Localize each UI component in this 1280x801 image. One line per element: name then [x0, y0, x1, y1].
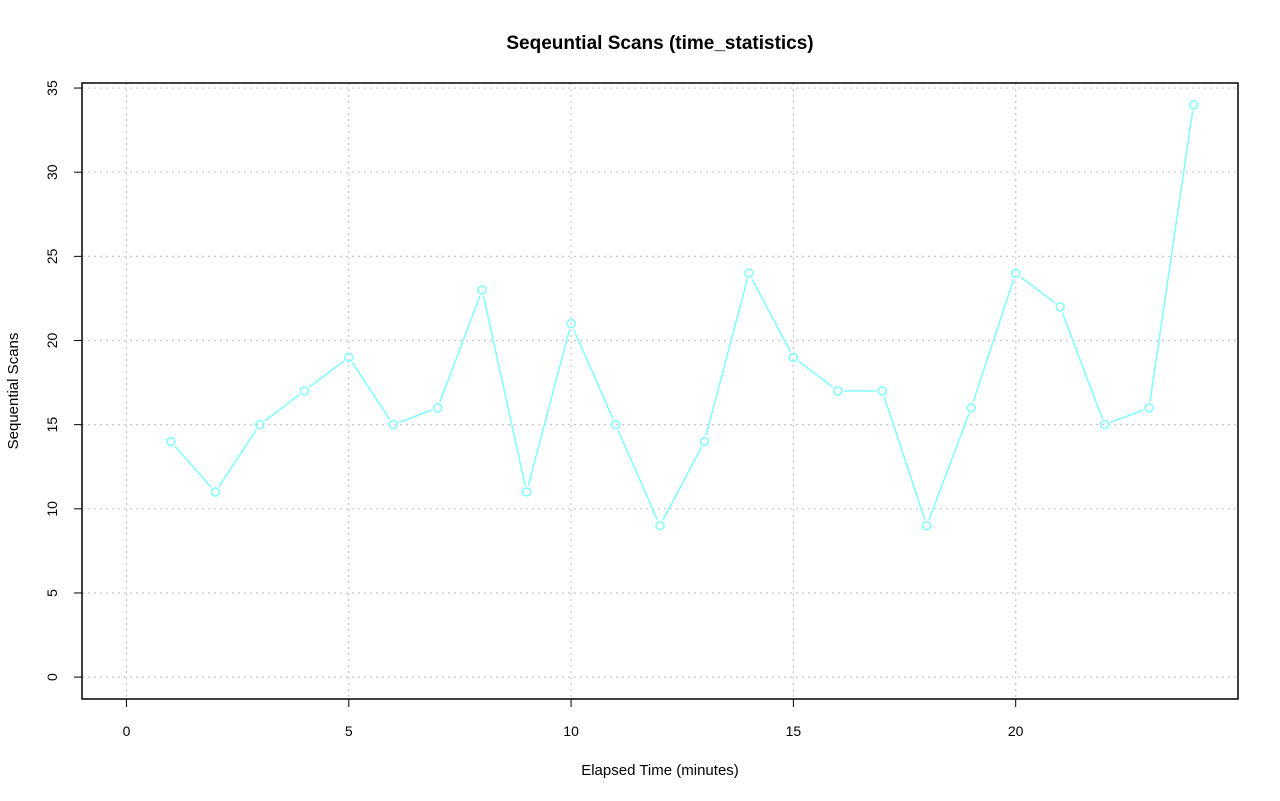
data-point: [566, 318, 576, 329]
series-line-segment: [1020, 276, 1056, 304]
data-point: [299, 386, 310, 396]
series-line-segment: [751, 278, 792, 352]
data-point: [966, 403, 976, 413]
data-point: [344, 352, 354, 363]
data-point: [1055, 302, 1065, 312]
y-tick-label: 25: [44, 248, 60, 264]
series-line-segment: [573, 329, 614, 420]
series-line-segment: [174, 445, 212, 488]
data-point: [521, 487, 532, 497]
series-line-segment: [662, 446, 703, 521]
data-point: [388, 419, 398, 430]
y-axis-label: Sequential Scans: [5, 333, 22, 450]
series-line-segment: [798, 360, 834, 388]
data-point: [655, 520, 665, 531]
series-line-segment: [1061, 312, 1104, 419]
series-line-segment: [1149, 111, 1194, 402]
x-tick-label: 15: [786, 723, 802, 739]
data-point: [1099, 419, 1110, 430]
series-line-segment: [928, 413, 970, 520]
y-tick-label: 35: [44, 80, 60, 96]
y-tick-label: 10: [44, 501, 60, 517]
data-point: [833, 386, 843, 396]
series-line-segment: [972, 279, 1015, 402]
x-axis-label: Elapsed Time (minutes): [581, 762, 739, 779]
series-line-segment: [705, 279, 748, 436]
series-line-segment: [527, 329, 571, 486]
x-tick-label: 10: [563, 723, 579, 739]
series-line-segment: [309, 360, 345, 388]
series-line-segment: [1110, 409, 1144, 424]
x-tick-label: 5: [345, 723, 353, 739]
series-line-segment: [617, 430, 659, 520]
y-axis: 0 5 10 15 20 25 30 35: [44, 80, 83, 681]
y-tick-label: 15: [44, 417, 60, 433]
y-tick-label: 0: [44, 673, 60, 681]
series-line-segment: [264, 394, 300, 422]
x-axis: 0 5 10 15 20: [123, 698, 1024, 739]
y-tick-label: 30: [44, 164, 60, 180]
data-point: [210, 487, 221, 497]
series-layer: [166, 100, 1199, 531]
grid: [82, 83, 1238, 699]
data-point: [788, 352, 799, 363]
data-point: [432, 403, 443, 413]
data-point: [255, 419, 265, 430]
data-point: [477, 285, 487, 295]
series-line-segment: [883, 396, 926, 520]
data-point: [166, 436, 176, 447]
data-point: [1188, 100, 1199, 110]
data-point: [922, 520, 932, 531]
data-point: [744, 268, 754, 278]
data-point: [877, 386, 888, 396]
x-tick-label: 20: [1008, 723, 1024, 739]
data-point: [1144, 403, 1154, 413]
y-tick-label: 5: [44, 589, 60, 597]
chart-title: Seqeuntial Scans (time_statistics): [506, 33, 813, 54]
data-point: [610, 419, 621, 430]
plot-frame: [81, 82, 1239, 700]
series-line-segment: [482, 296, 526, 486]
series-line-segment: [399, 409, 432, 424]
series-line-segment: [218, 429, 257, 487]
data-point: [699, 436, 710, 447]
series-line-segment: [439, 295, 481, 403]
series-line-segment: [351, 362, 391, 420]
data-point: [1010, 268, 1021, 278]
y-tick-label: 20: [44, 333, 60, 349]
x-tick-label: 0: [123, 723, 131, 739]
